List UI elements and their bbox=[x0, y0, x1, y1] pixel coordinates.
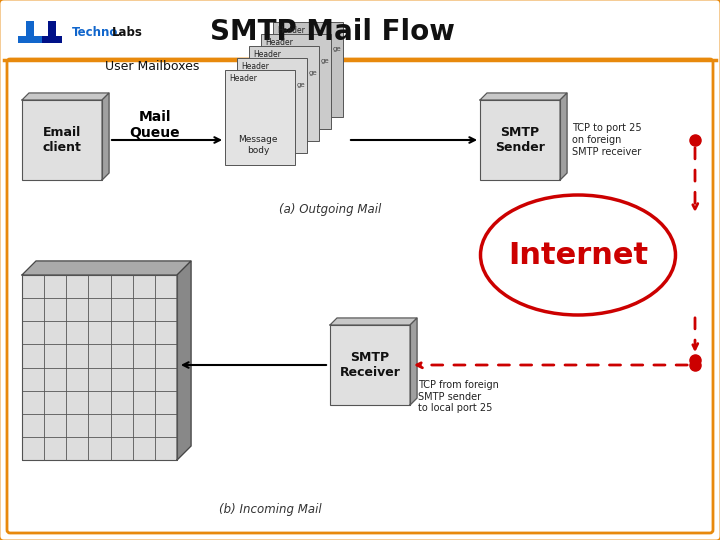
Polygon shape bbox=[560, 93, 567, 180]
Text: ge: ge bbox=[333, 46, 341, 52]
Bar bbox=[22, 100, 102, 180]
Text: Labs: Labs bbox=[112, 25, 143, 38]
Text: Header: Header bbox=[253, 50, 281, 59]
Text: Header: Header bbox=[229, 74, 257, 83]
Text: Email
client: Email client bbox=[42, 126, 81, 154]
Text: Techno: Techno bbox=[72, 25, 118, 38]
Polygon shape bbox=[22, 93, 109, 100]
Text: Mail
Queue: Mail Queue bbox=[130, 110, 180, 140]
Bar bbox=[48, 21, 56, 43]
Bar bbox=[22, 275, 177, 460]
Text: (a) Outgoing Mail: (a) Outgoing Mail bbox=[279, 204, 381, 217]
Text: ge: ge bbox=[309, 70, 318, 76]
Polygon shape bbox=[330, 318, 417, 325]
Bar bbox=[330, 325, 410, 405]
Text: TCP to port 25
on foreign
SMTP receiver: TCP to port 25 on foreign SMTP receiver bbox=[572, 124, 642, 157]
Text: SMTP Mail Flow: SMTP Mail Flow bbox=[210, 18, 455, 46]
Bar bbox=[42, 36, 62, 43]
Polygon shape bbox=[22, 261, 191, 275]
Text: ge: ge bbox=[321, 58, 330, 64]
Bar bbox=[249, 46, 319, 141]
Bar bbox=[26, 21, 34, 43]
Polygon shape bbox=[177, 261, 191, 460]
Text: Internet: Internet bbox=[508, 240, 648, 269]
Text: Message
body: Message body bbox=[238, 136, 278, 154]
Bar bbox=[480, 100, 560, 180]
Text: SMTP
Receiver: SMTP Receiver bbox=[340, 351, 400, 379]
Bar bbox=[273, 22, 343, 117]
Text: User Mailboxes: User Mailboxes bbox=[105, 60, 199, 73]
Bar bbox=[4, 4, 716, 60]
Text: TCP from foreign
SMTP sender
to local port 25: TCP from foreign SMTP sender to local po… bbox=[418, 380, 499, 413]
Text: (b) Incoming Mail: (b) Incoming Mail bbox=[219, 503, 321, 516]
Text: Header: Header bbox=[241, 62, 269, 71]
Bar bbox=[237, 58, 307, 153]
Text: SMTP
Sender: SMTP Sender bbox=[495, 126, 545, 154]
Bar bbox=[225, 70, 295, 165]
Text: ge: ge bbox=[297, 82, 305, 88]
Bar bbox=[261, 34, 331, 129]
Bar bbox=[18, 36, 46, 43]
Text: Header: Header bbox=[277, 26, 305, 35]
Polygon shape bbox=[480, 93, 567, 100]
FancyBboxPatch shape bbox=[7, 59, 713, 533]
Polygon shape bbox=[102, 93, 109, 180]
Polygon shape bbox=[410, 318, 417, 405]
Text: Header: Header bbox=[265, 38, 293, 47]
